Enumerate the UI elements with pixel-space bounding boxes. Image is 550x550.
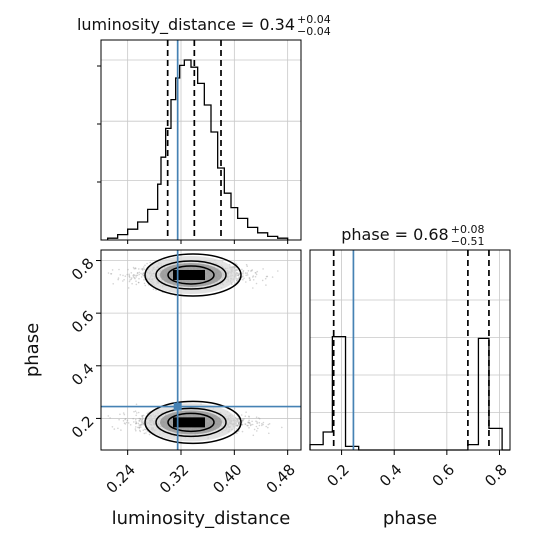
luminosity-distance-xtick-label-1: 0.32 [156, 461, 192, 497]
phase-title-sup: +0.08 [451, 223, 485, 236]
phase-ytick-label-3: 0.8 [68, 254, 98, 284]
luminosity-distance-title-sup: +0.04 [297, 13, 331, 26]
luminosity-distance-hist-frame [100, 39, 302, 241]
density-contour-0-0 [144, 253, 242, 297]
phase-xtick-label-3: 0.8 [481, 461, 511, 491]
density-core-1 [173, 417, 205, 428]
phase-histogram [309, 335, 510, 451]
density-frame [100, 249, 302, 451]
luminosity-distance-title: luminosity_distance = 0.34 [77, 15, 295, 35]
x-axis-label-phase: phase [383, 508, 437, 529]
density-contour-1-2 [167, 412, 215, 433]
phase-title: phase = 0.68 [341, 225, 448, 244]
phase-title-sub: −0.51 [451, 235, 485, 248]
luminosity-distance-xtick-label-3: 0.48 [263, 461, 299, 497]
phase-ytick-label-2: 0.6 [68, 307, 98, 337]
truth-marker [173, 402, 182, 411]
phase-xtick-label-1: 0.4 [376, 461, 406, 491]
x-axis-label-luminosity-distance: luminosity_distance [112, 508, 291, 529]
density-core-0 [173, 270, 205, 280]
phase-ytick-label-1: 0.4 [68, 360, 98, 390]
density-contour-1-0 [144, 400, 242, 445]
density-contour-1-1 [155, 407, 227, 438]
luminosity-distance-xtick-label-0: 0.24 [103, 461, 139, 497]
phase-xtick-label-0: 0.2 [323, 461, 353, 491]
y-axis-label-phase: phase [22, 323, 43, 377]
phase-xtick-label-2: 0.6 [429, 461, 459, 491]
luminosity-distance-title-sub: −0.04 [297, 25, 331, 38]
phase-ytick-label-0: 0.2 [68, 412, 98, 442]
luminosity-distance-xtick-label-2: 0.40 [209, 461, 245, 497]
luminosity-distance-histogram [107, 59, 289, 240]
density-contour-0-2 [167, 265, 215, 285]
phase-hist-frame [309, 249, 511, 451]
density-contour-0-1 [155, 260, 227, 290]
